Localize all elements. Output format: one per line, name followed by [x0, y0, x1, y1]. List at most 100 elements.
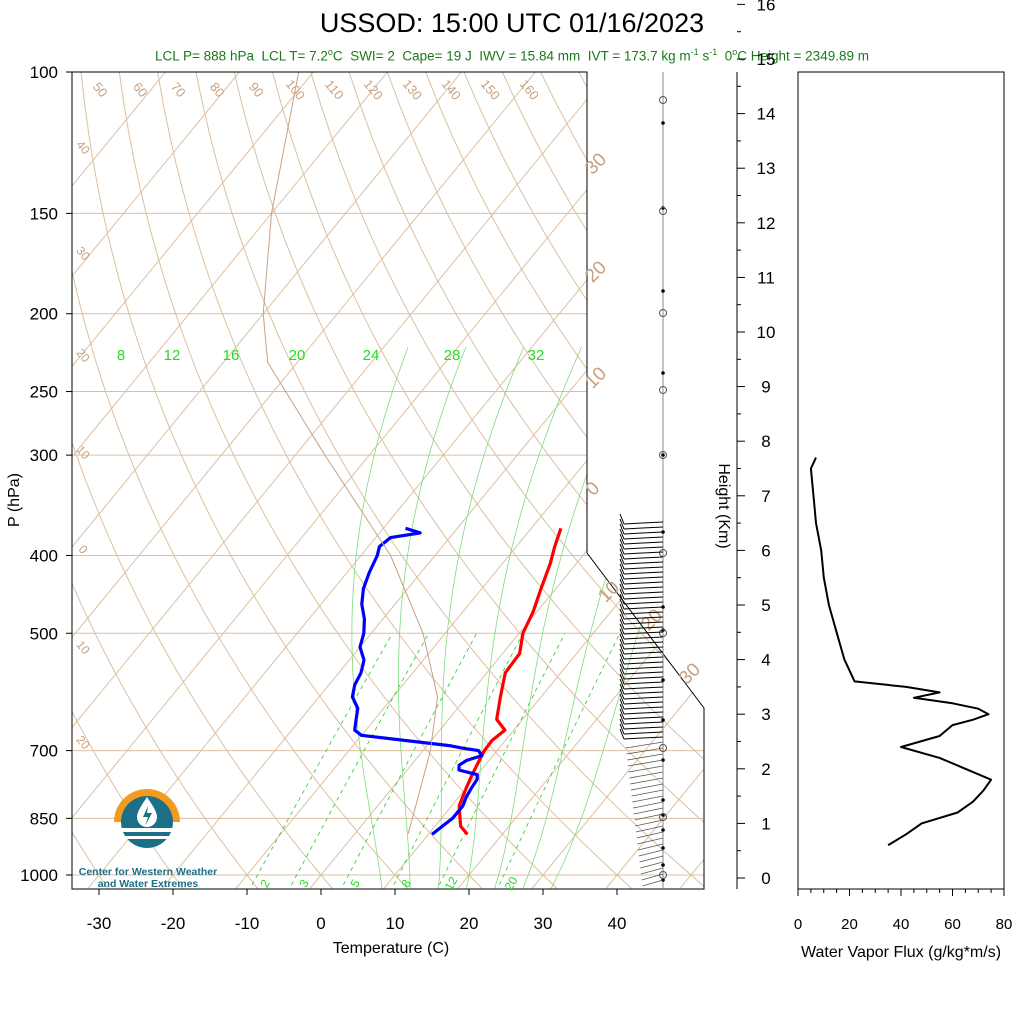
wind-barb	[623, 711, 664, 715]
wind-barb-flag	[619, 708, 625, 720]
isotherm-line	[158, 72, 704, 889]
wind-barb-flag	[619, 623, 625, 635]
wind-barb-flag	[619, 688, 625, 700]
dry-adiabat-label: 100	[283, 77, 308, 103]
height-tick-label: 12	[757, 214, 776, 233]
height-tick-label: 16	[757, 0, 776, 14]
height-tick-label: 0	[761, 869, 770, 888]
dewpoint-profile	[350, 526, 484, 836]
isotherm-line	[72, 72, 640, 889]
wind-barb	[642, 879, 664, 887]
wind-barb	[623, 721, 664, 725]
flux-tick-label: 0	[794, 916, 802, 933]
dry-adiabat	[263, 72, 704, 889]
wind-barb-flag	[619, 678, 625, 690]
wind-barb	[627, 759, 664, 767]
wind-barb	[623, 541, 664, 545]
wind-barb	[637, 837, 664, 845]
swi-value: SWI= 2	[350, 48, 395, 64]
moist-adiabat-line	[437, 346, 525, 889]
wind-barb	[632, 795, 664, 803]
temperature-tick-label: 0	[316, 914, 325, 933]
height-tick-label: 13	[757, 159, 776, 178]
wind-barb	[623, 706, 664, 710]
lcl-temperature: LCL T= 7.2	[261, 48, 328, 64]
wind-barb	[623, 576, 664, 580]
dry-adiabat	[72, 72, 111, 889]
wind-barb	[634, 813, 664, 821]
wind-barb	[623, 596, 664, 600]
sounding-info: LCL P= 888 hPa LCL T= 7.2oC SWI= 2 Cape=…	[155, 47, 869, 64]
pressure-tick-label: 700	[30, 742, 58, 761]
wind-barb	[623, 676, 664, 680]
logo-text: Center for Western Weather and Water Ext…	[73, 866, 223, 890]
dry-adiabat	[374, 72, 704, 889]
moist-adiabat-line	[398, 346, 467, 889]
wind-barb-flag	[619, 643, 625, 655]
wind-barbs	[619, 72, 667, 889]
mixing-ratio-label: 8	[398, 877, 414, 890]
dry-adiabat-label: 50	[90, 79, 111, 100]
wind-barb-flag	[619, 538, 625, 550]
left-isotherm-label: 10	[73, 638, 93, 657]
cape-value: Cape= 19 J	[402, 48, 472, 64]
height-tick-label: 11	[757, 268, 775, 287]
wind-barb-flag	[619, 653, 625, 665]
temperature-tick-label: 20	[460, 914, 479, 933]
dry-adiabat-label: 140	[439, 77, 464, 103]
wind-barb	[623, 561, 664, 565]
wind-barb-flag	[619, 513, 625, 525]
flux-tick-label: 40	[893, 916, 910, 933]
barb-level-dot	[661, 863, 665, 867]
wind-barb	[623, 701, 664, 705]
wind-barb	[640, 861, 664, 869]
wind-barb	[623, 621, 664, 625]
ivt-exponent-2: -1	[709, 47, 718, 57]
barb-level-dot	[661, 371, 665, 375]
wind-barb	[638, 849, 664, 857]
wind-barb	[635, 819, 664, 827]
left-isotherm-label: 20	[73, 733, 93, 752]
wind-barb-flag	[619, 638, 625, 650]
pressure-tick-label: 850	[30, 809, 58, 828]
wind-barb-flag	[619, 658, 625, 670]
height-tick-label: 4	[761, 651, 770, 670]
height-tick-label: 10	[757, 323, 776, 342]
zero-height-value: C Height = 2349.89 m	[737, 48, 869, 64]
wind-barb	[628, 765, 664, 773]
temperature-axis-label: Temperature (C)	[333, 940, 449, 957]
temperature-tick-label: 10	[386, 914, 405, 933]
dry-adiabat-label: 120	[361, 77, 386, 103]
height-tick-label: 3	[761, 705, 770, 724]
wind-barb	[623, 661, 664, 665]
plot-frame	[71, 71, 705, 890]
wind-barb	[623, 686, 664, 690]
dry-adiabat-label: 110	[322, 77, 347, 103]
height-tick-label: 15	[757, 50, 776, 69]
barb-level-dot	[661, 798, 665, 802]
wind-barb-flag	[619, 563, 625, 575]
height-axis-label: Height (Km)	[715, 463, 732, 548]
isotherm-line	[84, 72, 704, 889]
wind-barb	[623, 551, 664, 555]
mixing-ratio-label: 12	[442, 874, 461, 893]
logo-text-line-1: Center for Western Weather	[78, 866, 218, 878]
wind-barb	[623, 736, 664, 740]
barb-marker-circle	[659, 813, 667, 821]
dry-adiabat-label: 70	[168, 79, 189, 100]
logo-wave-1	[120, 828, 174, 832]
isotherm-line	[232, 72, 704, 889]
wind-barb-flag	[619, 593, 625, 605]
wind-barb-flag	[619, 558, 625, 570]
temperature-tick-label: -10	[235, 914, 260, 933]
barb-marker-circle	[659, 386, 667, 394]
wind-barb	[641, 873, 664, 881]
wind-barb-flag	[619, 723, 625, 735]
barb-marker-circle	[659, 207, 667, 215]
dry-adiabat	[337, 72, 704, 889]
wind-barb-flag	[619, 548, 625, 560]
wind-barb	[623, 611, 664, 615]
wind-barb-flag	[619, 693, 625, 705]
wind-barb-flag	[619, 608, 625, 620]
